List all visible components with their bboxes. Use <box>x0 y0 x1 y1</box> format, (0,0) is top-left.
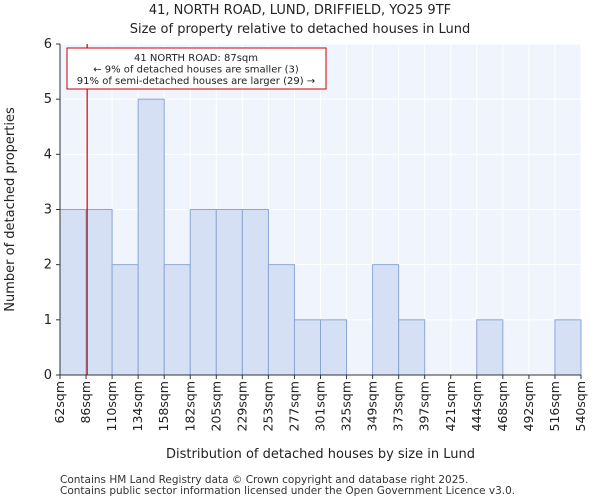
x-tick-label: 86sqm <box>78 381 93 424</box>
annotation-line-2: ← 9% of detached houses are smaller (3) <box>93 65 299 76</box>
x-tick-label: 540sqm <box>573 381 588 431</box>
footer-line-2: Contains public sector information licen… <box>60 485 516 497</box>
annotation-line-3: 91% of semi-detached houses are larger (… <box>77 76 315 87</box>
x-tick-label: 444sqm <box>469 381 484 431</box>
histogram-bar <box>372 264 400 376</box>
x-tick-label: 325sqm <box>339 381 354 431</box>
histogram-bar <box>85 209 113 376</box>
x-tick-label: 492sqm <box>521 381 536 431</box>
histogram-bar <box>163 264 191 376</box>
histogram-bar <box>111 264 139 376</box>
x-tick-label: 516sqm <box>547 381 562 431</box>
y-tick-label: 2 <box>44 258 52 273</box>
annotation-line-1: 41 NORTH ROAD: 87sqm <box>134 53 258 64</box>
histogram-bar <box>189 209 217 376</box>
x-tick-label: 229sqm <box>234 381 249 431</box>
x-tick-label: 277sqm <box>286 381 301 431</box>
histogram-bar <box>320 319 348 376</box>
x-tick-label: 158sqm <box>156 381 171 431</box>
x-tick-label: 301sqm <box>313 381 328 431</box>
x-tick-label: 397sqm <box>417 381 432 431</box>
x-tick-label: 110sqm <box>104 381 119 431</box>
y-tick-label: 5 <box>44 92 52 107</box>
x-tick-label: 349sqm <box>365 381 380 431</box>
x-tick-label: 373sqm <box>391 381 406 431</box>
histogram-bar <box>241 209 269 376</box>
histogram-bar <box>554 319 582 376</box>
x-tick-label: 62sqm <box>52 381 67 424</box>
annotation-box <box>66 47 327 90</box>
histogram-bar <box>137 98 165 376</box>
chart-title: 41, NORTH ROAD, LUND, DRIFFIELD, YO25 9T… <box>148 3 452 18</box>
x-tick-label: 468sqm <box>495 381 510 431</box>
x-axis-label: Distribution of detached houses by size … <box>166 447 475 462</box>
y-tick-label: 1 <box>44 313 52 328</box>
histogram-bar <box>476 319 504 376</box>
x-tick-label: 421sqm <box>443 381 458 431</box>
x-tick-label: 182sqm <box>182 381 197 431</box>
x-tick-label: 134sqm <box>130 381 145 431</box>
histogram-bar <box>293 319 322 376</box>
histogram-bar <box>215 209 243 376</box>
histogram-bar <box>398 319 426 376</box>
histogram-bar <box>267 264 295 376</box>
y-tick-label: 4 <box>44 147 52 162</box>
footer-line-1: Contains HM Land Registry data © Crown c… <box>60 474 469 486</box>
histogram-bar <box>59 209 87 376</box>
x-tick-label: 253sqm <box>260 381 275 431</box>
y-tick-label: 6 <box>44 37 52 52</box>
y-tick-label: 0 <box>44 368 52 383</box>
x-tick-label: 205sqm <box>208 381 223 431</box>
y-axis-label: Number of detached properties <box>3 107 18 312</box>
chart-subtitle: Size of property relative to detached ho… <box>129 22 471 37</box>
y-tick-label: 3 <box>44 203 52 218</box>
